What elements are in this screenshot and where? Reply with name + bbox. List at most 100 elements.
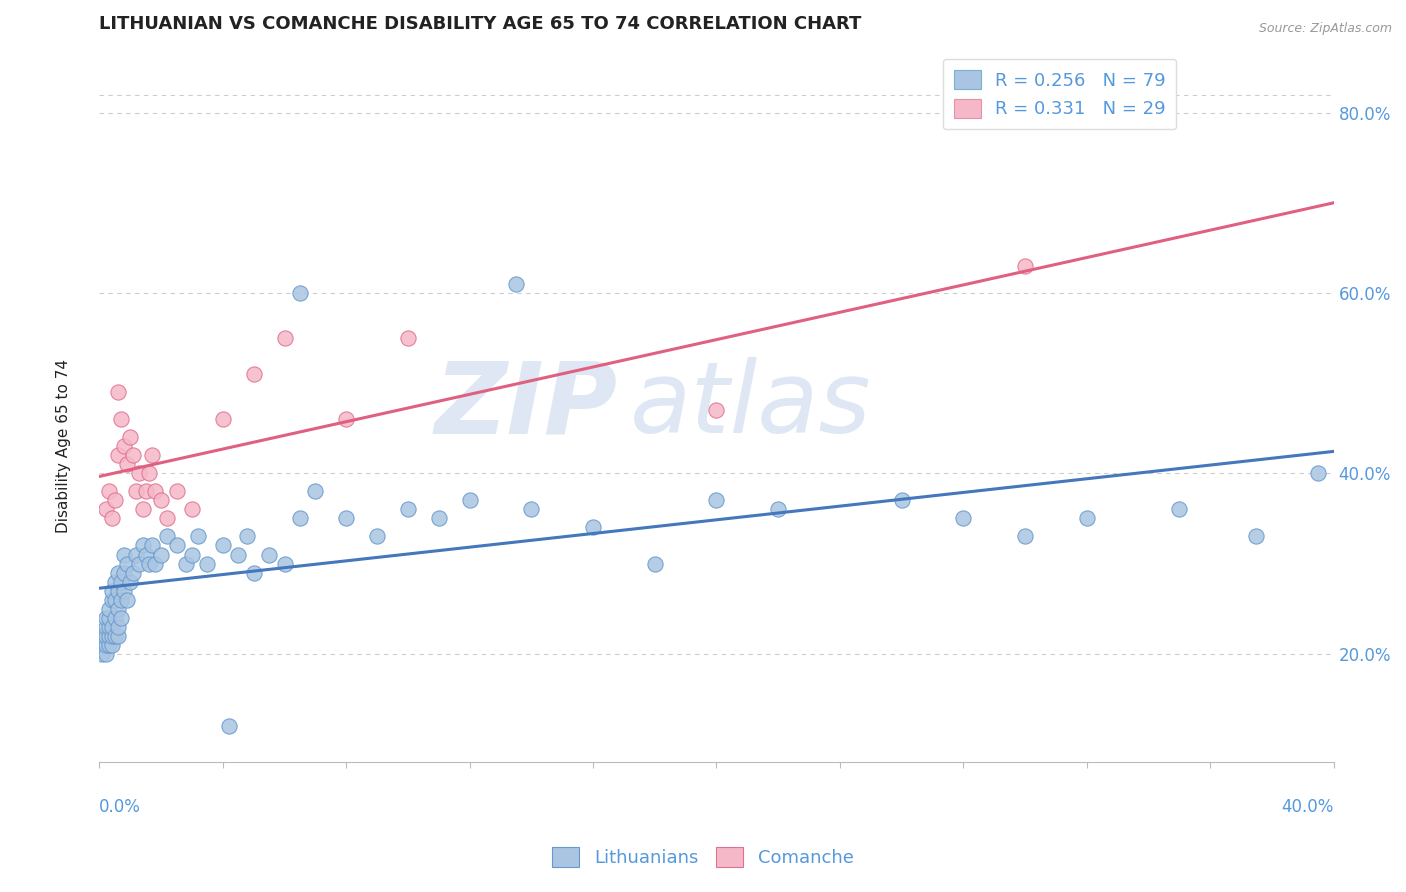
Legend: R = 0.256   N = 79, R = 0.331   N = 29: R = 0.256 N = 79, R = 0.331 N = 29 <box>942 59 1177 129</box>
Point <box>91 647 114 661</box>
Point <box>181 502 204 516</box>
Point <box>396 502 419 516</box>
Point <box>1014 529 1036 543</box>
Point <box>396 331 419 345</box>
Point <box>94 638 117 652</box>
Point <box>100 619 122 633</box>
Text: ZIP: ZIP <box>434 358 617 454</box>
Legend: Lithuanians, Comanche: Lithuanians, Comanche <box>546 839 860 874</box>
Point <box>122 449 145 463</box>
Point <box>150 493 173 508</box>
Point <box>128 557 150 571</box>
Point <box>582 520 605 534</box>
Point <box>104 493 127 508</box>
Point <box>100 638 122 652</box>
Point <box>644 557 666 571</box>
Point <box>706 403 728 417</box>
Point <box>104 610 127 624</box>
Point <box>100 511 122 525</box>
Point <box>366 529 388 543</box>
Point <box>97 601 120 615</box>
Point <box>335 511 357 525</box>
Point <box>226 548 249 562</box>
Point <box>304 484 326 499</box>
Point <box>110 592 132 607</box>
Point <box>288 511 311 525</box>
Point <box>115 592 138 607</box>
Point <box>107 449 129 463</box>
Point <box>107 619 129 633</box>
Point <box>1076 511 1098 525</box>
Point <box>120 430 142 444</box>
Point <box>1168 502 1191 516</box>
Point <box>128 467 150 481</box>
Point <box>107 566 129 580</box>
Point <box>156 529 179 543</box>
Point <box>91 629 114 643</box>
Text: LITHUANIAN VS COMANCHE DISABILITY AGE 65 TO 74 CORRELATION CHART: LITHUANIAN VS COMANCHE DISABILITY AGE 65… <box>100 15 862 33</box>
Point <box>104 629 127 643</box>
Point <box>97 484 120 499</box>
Point <box>150 548 173 562</box>
Point <box>100 592 122 607</box>
Point <box>94 610 117 624</box>
Point <box>181 548 204 562</box>
Point <box>890 493 912 508</box>
Point <box>115 458 138 472</box>
Point <box>100 629 122 643</box>
Point <box>166 539 188 553</box>
Point <box>427 511 450 525</box>
Point <box>236 529 259 543</box>
Point <box>952 511 974 525</box>
Point <box>94 619 117 633</box>
Point <box>110 574 132 589</box>
Point <box>112 548 135 562</box>
Point <box>141 449 163 463</box>
Point <box>143 557 166 571</box>
Point <box>122 566 145 580</box>
Point <box>125 484 148 499</box>
Point <box>100 583 122 598</box>
Point <box>242 368 264 382</box>
Point <box>242 566 264 580</box>
Point <box>273 557 295 571</box>
Point <box>218 719 240 733</box>
Point <box>1246 529 1268 543</box>
Point <box>125 548 148 562</box>
Point <box>112 439 135 453</box>
Point <box>211 539 233 553</box>
Point <box>257 548 280 562</box>
Point <box>195 557 218 571</box>
Point <box>138 557 160 571</box>
Point <box>135 484 157 499</box>
Point <box>273 331 295 345</box>
Point <box>94 647 117 661</box>
Point <box>94 502 117 516</box>
Point <box>110 412 132 426</box>
Point <box>104 592 127 607</box>
Point <box>91 638 114 652</box>
Point <box>1308 467 1330 481</box>
Point <box>706 493 728 508</box>
Point <box>766 502 789 516</box>
Point <box>120 574 142 589</box>
Point <box>107 629 129 643</box>
Point <box>1014 259 1036 273</box>
Point <box>143 484 166 499</box>
Point <box>141 539 163 553</box>
Text: 40.0%: 40.0% <box>1281 797 1334 816</box>
Text: Disability Age 65 to 74: Disability Age 65 to 74 <box>56 359 70 533</box>
Point <box>115 557 138 571</box>
Text: atlas: atlas <box>630 358 872 454</box>
Point <box>335 412 357 426</box>
Text: 0.0%: 0.0% <box>100 797 141 816</box>
Point <box>505 277 527 292</box>
Point <box>107 601 129 615</box>
Point <box>97 629 120 643</box>
Point <box>520 502 543 516</box>
Point <box>131 539 153 553</box>
Point <box>94 629 117 643</box>
Point <box>97 610 120 624</box>
Point <box>135 548 157 562</box>
Text: Source: ZipAtlas.com: Source: ZipAtlas.com <box>1258 22 1392 36</box>
